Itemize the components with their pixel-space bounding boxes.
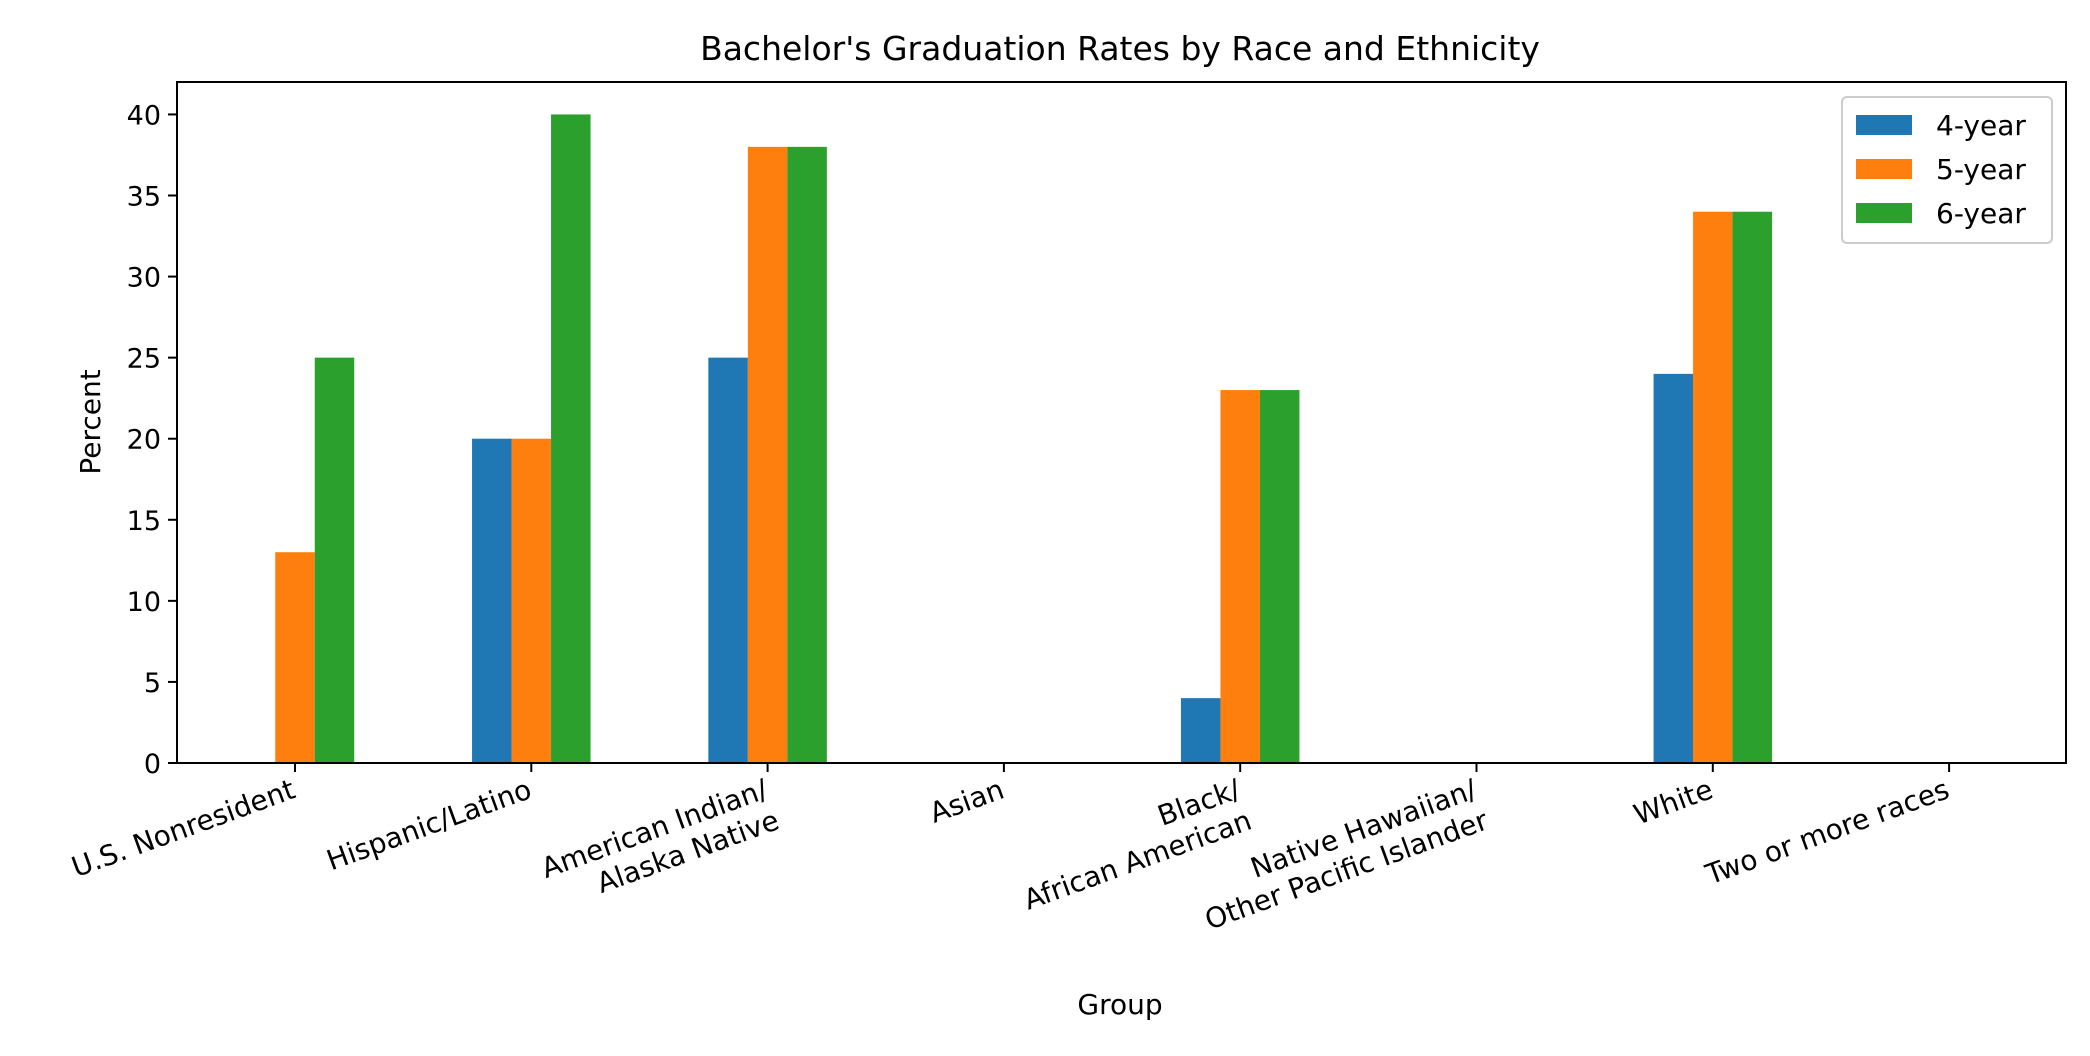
x-tick-label: White bbox=[1629, 773, 1717, 832]
legend-swatch-5-year bbox=[1856, 159, 1912, 179]
bar-4-year-4 bbox=[1180, 698, 1221, 763]
bar-5-year-2 bbox=[747, 146, 788, 763]
bar-6-year-0 bbox=[314, 357, 355, 763]
y-tick-label: 35 bbox=[127, 182, 161, 213]
bar-5-year-4 bbox=[1220, 390, 1260, 763]
bar-4-year-1 bbox=[472, 438, 512, 763]
bar-4-year-6 bbox=[1653, 373, 1694, 763]
y-tick-label: 10 bbox=[127, 587, 161, 618]
y-tick-label: 15 bbox=[127, 506, 161, 537]
bars-group bbox=[275, 114, 1773, 763]
x-tick-label: American Indian/Alaska Native bbox=[537, 772, 784, 916]
bar-4-year-2 bbox=[708, 357, 748, 763]
bar-6-year-6 bbox=[1732, 211, 1773, 763]
y-tick-label: 25 bbox=[127, 344, 161, 375]
y-tick-label: 30 bbox=[127, 263, 161, 294]
x-axis: U.S. Nonresident Hispanic/Latino American … bbox=[67, 763, 1953, 937]
y-axis: 0 5 10 15 20 25 30 35 40 bbox=[127, 100, 177, 780]
y-tick-label: 20 bbox=[127, 425, 161, 456]
plot-frame bbox=[176, 81, 2067, 764]
y-tick-label: 40 bbox=[127, 100, 161, 131]
x-tick-label: Hispanic/Latino bbox=[322, 773, 535, 878]
y-tick-label: 0 bbox=[144, 749, 161, 780]
x-tick-label: Two or more races bbox=[1700, 773, 1953, 892]
x-tick-label: U.S. Nonresident bbox=[67, 773, 299, 884]
bar-5-year-6 bbox=[1693, 211, 1733, 763]
x-axis-label: Group bbox=[1077, 988, 1162, 1021]
chart-title: Bachelor's Graduation Rates by Race and … bbox=[700, 29, 1540, 68]
bar-6-year-2 bbox=[787, 146, 827, 763]
x-tick-label: Black/African American bbox=[1008, 772, 1256, 916]
bar-6-year-4 bbox=[1259, 390, 1300, 763]
bar-6-year-1 bbox=[551, 114, 591, 763]
bar-5-year-1 bbox=[511, 438, 552, 763]
legend-label-5-year: 5-year bbox=[1936, 153, 2026, 186]
bar-5-year-0 bbox=[275, 552, 315, 763]
y-axis-label: Percent bbox=[74, 369, 107, 474]
legend-label-6-year: 6-year bbox=[1936, 197, 2026, 230]
legend-label-4-year: 4-year bbox=[1936, 109, 2026, 142]
y-tick-label: 5 bbox=[144, 668, 161, 699]
legend: 4-year 5-year 6-year bbox=[1841, 96, 2053, 244]
legend-swatch-6-year bbox=[1856, 203, 1912, 223]
legend-swatch-4-year bbox=[1856, 115, 1912, 135]
x-tick-label: Asian bbox=[925, 773, 1008, 830]
